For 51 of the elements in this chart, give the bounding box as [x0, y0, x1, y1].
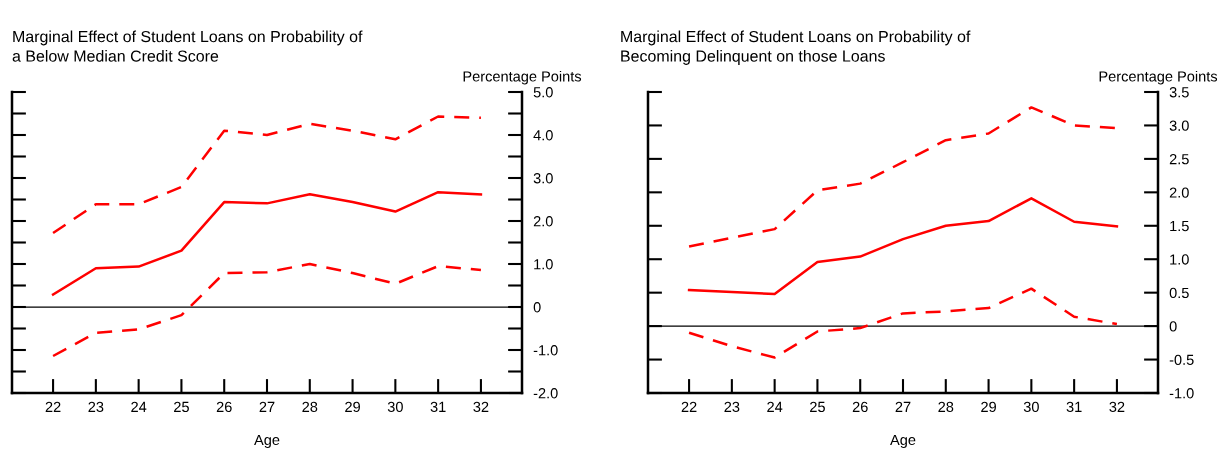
x-tick-label: 26 — [216, 401, 232, 413]
x-tick-label: 32 — [1109, 401, 1125, 413]
line-series — [51, 115, 483, 235]
x-axis-title: Age — [254, 434, 280, 448]
x-tick-label: 22 — [681, 401, 697, 412]
x-tick-label: 29 — [981, 401, 996, 413]
x-tick-label: 24 — [767, 401, 783, 412]
x-tick-label: 31 — [1066, 401, 1082, 413]
y-tick-label: 2.5 — [1169, 153, 1189, 165]
x-tick-label: 27 — [895, 401, 911, 412]
line-series — [51, 190, 483, 296]
y-tick-label: -1.0 — [1169, 388, 1194, 399]
x-tick-label: 31 — [430, 401, 446, 413]
x-tick-label: 24 — [131, 401, 147, 412]
x-tick-label: 28 — [302, 401, 318, 413]
x-tick-label: 22 — [45, 401, 61, 412]
chart-title: Marginal Effect of Student Loans on Probability of Becoming Delinquent on those Loans — [621, 30, 971, 65]
y-tick-label: -0.5 — [1169, 354, 1194, 365]
x-tick-label: 29 — [345, 401, 360, 413]
y-tick-label: 0.5 — [1169, 287, 1189, 299]
x-tick-label: 25 — [810, 401, 825, 413]
y-tick-label: 1.5 — [1170, 221, 1189, 232]
line-series — [687, 197, 1119, 296]
y-tick-label: 2.0 — [533, 216, 553, 227]
x-axis-title: Age — [890, 434, 916, 448]
line-series — [687, 287, 1119, 359]
x-tick-label: 23 — [724, 401, 740, 413]
y-tick-label: 0 — [533, 302, 541, 313]
y-tick-label: 4.0 — [533, 130, 553, 141]
y-tick-label: 2.0 — [1169, 187, 1189, 198]
x-tick-label: 25 — [174, 401, 189, 413]
y-axis-title: Percentage Points — [1099, 70, 1217, 85]
x-tick-label: 23 — [88, 401, 104, 413]
x-tick-label: 26 — [852, 401, 868, 413]
y-tick-label: -1.0 — [533, 345, 558, 356]
y-tick-label: 3.0 — [1169, 120, 1189, 131]
y-axis-title: Percentage Points — [463, 70, 582, 85]
x-tick-label: 27 — [259, 401, 275, 412]
y-tick-label: 0 — [1169, 321, 1177, 332]
y-tick-label: -2.0 — [533, 388, 558, 399]
x-tick-label: 28 — [938, 401, 954, 413]
y-tick-label: 3.0 — [533, 173, 553, 184]
y-tick-label: 1.0 — [1170, 254, 1189, 265]
y-tick-label: 3.5 — [1169, 87, 1189, 98]
y-tick-label: 5.0 — [533, 87, 553, 98]
x-tick-label: 32 — [473, 401, 489, 413]
line-series — [51, 262, 483, 358]
x-tick-label: 30 — [1023, 401, 1039, 413]
x-tick-label: 30 — [387, 401, 403, 413]
chart-title: Marginal Effect of Student Loans on Probability of a Below Median Credit Score — [12, 30, 363, 62]
y-tick-label: 1.0 — [534, 259, 553, 270]
